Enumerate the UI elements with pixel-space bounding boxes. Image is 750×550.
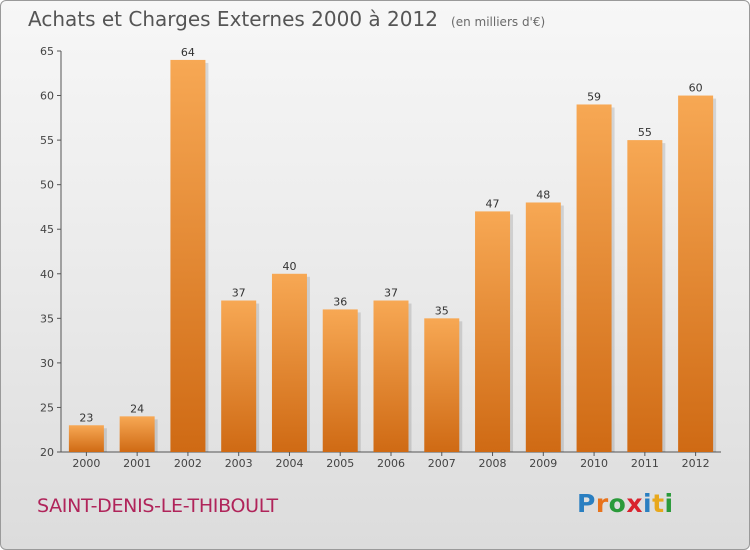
data-label: 55 (638, 126, 652, 139)
axes: 20 25 30 35 40 45 50 55 60 65 2000 2001 2002 2003 2004… (40, 45, 721, 470)
bar-2005 (322, 309, 358, 452)
data-label: 23 (79, 411, 93, 424)
bar-2010 (576, 104, 612, 452)
y-tick-label: 40 (40, 268, 54, 281)
commune-name: SAINT-DENIS-LE-THIBOULT (37, 495, 278, 517)
y-tick-label: 55 (40, 134, 54, 147)
y-tick-label: 25 (40, 401, 54, 414)
data-label: 37 (384, 287, 398, 300)
logo-letter: x (626, 489, 643, 518)
y-tick-label: 35 (40, 312, 54, 325)
data-label: 37 (232, 287, 246, 300)
title-text: Achats et Charges Externes 2000 à 2012 (28, 7, 438, 31)
bar-2003 (221, 300, 257, 452)
data-label: 35 (435, 304, 449, 317)
y-tick-label: 65 (40, 45, 54, 58)
data-label: 40 (282, 260, 296, 273)
y-tick-label: 45 (40, 223, 54, 236)
data-label: 59 (587, 90, 601, 103)
bar-2000 (68, 425, 104, 452)
x-tick-label: 2010 (580, 457, 608, 470)
data-label: 60 (689, 82, 703, 95)
x-tick-label: 2006 (377, 457, 405, 470)
y-tick-label: 50 (40, 179, 54, 192)
x-tick-label: 2004 (275, 457, 303, 470)
logo-letter: P (577, 489, 596, 518)
data-label: 64 (181, 46, 195, 59)
x-tick-label: 2008 (479, 457, 507, 470)
logo-letter: i (643, 489, 653, 518)
x-tick-label: 2003 (225, 457, 253, 470)
x-tick-label: 2000 (72, 457, 100, 470)
bar-2006 (373, 300, 409, 452)
bar-2011 (627, 140, 663, 452)
logo-letter: o (608, 489, 627, 518)
x-tick-label: 2007 (428, 457, 456, 470)
data-label: 24 (130, 402, 144, 415)
y-tick-label: 60 (40, 90, 54, 103)
proxiti-logo: Proxiti (577, 489, 674, 518)
data-labels: 23 24 64 37 40 36 37 35 47 48 59 55 60 (79, 46, 702, 424)
data-label: 47 (486, 197, 500, 210)
bar-2009 (525, 202, 561, 452)
y-tick-label: 20 (40, 446, 54, 459)
data-label: 36 (333, 295, 347, 308)
x-tick-label: 2012 (682, 457, 710, 470)
x-tick-label: 2005 (326, 457, 354, 470)
unit-text: (en milliers d'€) (451, 15, 546, 29)
bars (68, 59, 717, 453)
logo-letter: i (664, 489, 674, 518)
logo-letter: r (595, 489, 609, 518)
bar-2004 (271, 273, 307, 452)
data-label: 48 (536, 188, 550, 201)
x-tick-label: 2001 (123, 457, 151, 470)
bar-2012 (678, 95, 714, 453)
chart-title: Achats et Charges Externes 2000 à 2012 (… (28, 7, 545, 31)
x-tick-label: 2009 (529, 457, 557, 470)
x-tick-label: 2002 (174, 457, 202, 470)
y-tick-label: 30 (40, 357, 54, 370)
bar-2002 (170, 59, 206, 453)
bar-2007 (424, 318, 460, 452)
x-tick-label: 2011 (631, 457, 659, 470)
bar-2001 (119, 416, 155, 452)
logo-letter: t (652, 489, 665, 518)
bar-2008 (475, 211, 511, 452)
